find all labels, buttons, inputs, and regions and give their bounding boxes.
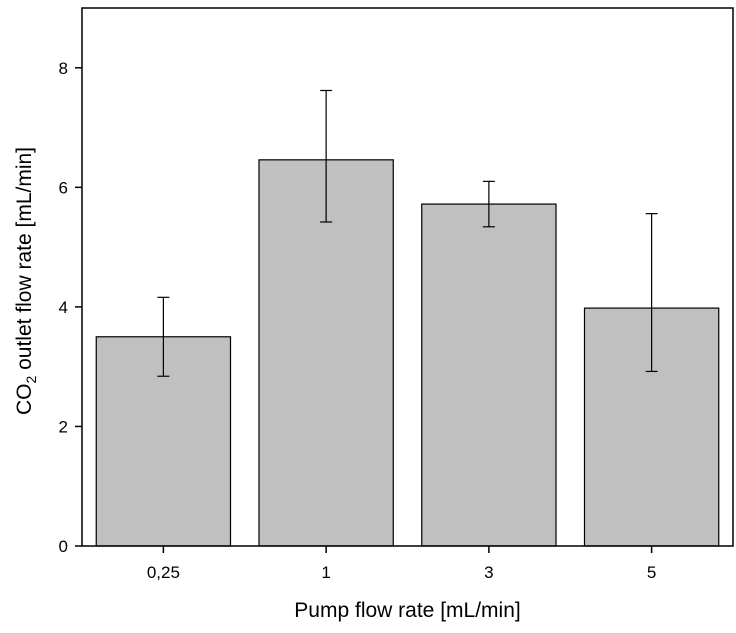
error-bar-2: [320, 89, 333, 223]
error-bars-layer: [157, 89, 658, 377]
y-tick-label: 2: [59, 417, 68, 436]
y-tick-label: 4: [59, 298, 68, 317]
x-tick-label: 0,25: [147, 563, 180, 582]
y-axis-ticks: 0 2 4 6 8: [59, 59, 82, 556]
x-tick-label: 1: [321, 563, 330, 582]
y-axis-label-suffix: outlet flow rate [mL/min]: [13, 147, 36, 376]
bars-layer: [95, 159, 720, 547]
y-tick-label: 0: [59, 537, 68, 556]
bar-2: [258, 159, 394, 547]
error-bar-4: [645, 213, 658, 373]
y-axis-label: CO2 outlet flow rate [mL/min]: [13, 147, 39, 415]
error-bar-3: [482, 180, 495, 228]
y-axis-label-prefix: CO: [13, 384, 36, 416]
y-tick-label: 6: [59, 178, 68, 197]
x-tick-label: 3: [484, 563, 493, 582]
bar-3: [421, 203, 557, 547]
y-tick-label: 8: [59, 59, 68, 78]
x-axis-label: Pump flow rate [mL/min]: [294, 599, 520, 622]
x-tick-label: 5: [647, 563, 656, 582]
x-axis-ticks: 0,25 1 3 5: [147, 546, 656, 582]
error-bar-1: [157, 296, 170, 377]
plot-frame: [81, 7, 734, 547]
y-axis-label-subscript: 2: [23, 376, 39, 384]
